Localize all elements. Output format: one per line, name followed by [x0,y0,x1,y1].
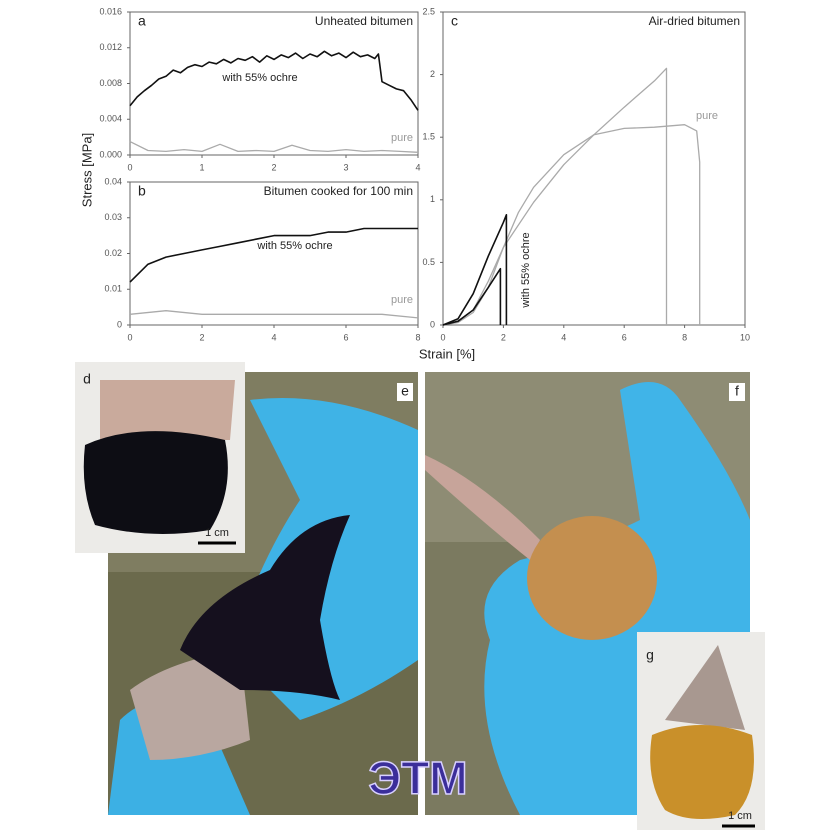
x-tick-label: 8 [415,332,420,342]
y-tick-label: 0.02 [104,248,122,258]
x-tick-label: 0 [127,332,132,342]
x-tick-label: 0 [127,162,132,172]
y-tick-label: 0 [430,319,435,329]
data-line [129,227,418,283]
data-line [129,141,419,153]
watermark: ЭТМ [368,752,467,804]
series-label: pure [391,132,413,144]
y-tick-label: 0 [117,319,122,329]
chart-title: Bitumen cooked for 100 min [264,184,413,198]
y-tick-label: 0.04 [104,176,122,186]
x-tick-label: 8 [682,332,687,342]
photo-label: e [401,383,409,399]
x-tick-label: 2 [199,332,204,342]
series-label: with 55% ochre [221,72,297,84]
chart-title: Unheated bitumen [315,14,413,28]
data-line [442,214,508,326]
y-tick-label: 0.03 [104,212,122,222]
data-line [442,124,701,326]
y-tick-label: 0.016 [99,6,122,16]
x-tick-label: 0 [440,332,445,342]
photo-g [637,632,765,830]
series-label: pure [391,294,413,306]
y-tick-label: 0.012 [99,42,122,52]
y-tick-label: 0.008 [99,78,122,88]
x-tick-label: 1 [199,162,204,172]
label-bg [729,383,745,401]
photo-d [75,362,245,553]
x-tick-label: 6 [622,332,627,342]
panel-label: a [138,13,146,29]
photo-e [108,372,418,815]
panel-label: b [138,183,146,199]
x-tick-label: 4 [415,162,420,172]
x-tick-label: 3 [343,162,348,172]
y-tick-label: 0.000 [99,149,122,159]
photo-label: f [735,383,739,399]
x-tick-label: 2 [501,332,506,342]
plot-frame [442,11,746,326]
x-tick-label: 2 [271,162,276,172]
y-tick-label: 2.5 [422,6,435,16]
plot-frame [129,181,419,326]
series-label: with 55% ochre [520,232,532,308]
y-tick-label: 0.004 [99,114,122,124]
label-bg [397,383,413,401]
scale-label: 1 cm [728,810,752,822]
y-tick-label: 0.5 [422,257,435,267]
x-tick-label: 10 [740,332,750,342]
photo-label: g [646,647,654,663]
x-tick-label: 4 [271,332,276,342]
x-tick-label: 6 [343,332,348,342]
data-line [129,310,419,319]
scale-label: 1 cm [205,527,229,539]
series-label: pure [696,110,718,122]
y-tick-label: 1.5 [422,132,435,142]
x-axis-label: Strain [%] [419,346,475,361]
chart-title: Air-dried bitumen [649,14,740,28]
y-axis-label: Stress [MPa] [79,133,94,207]
y-tick-label: 1 [430,194,435,204]
data-line [129,50,419,111]
photo-label: d [83,371,91,387]
data-line [442,267,502,326]
panel-label: c [451,13,458,29]
y-tick-label: 2 [430,69,435,79]
y-tick-label: 0.01 [104,284,122,294]
series-label: with 55% ochre [256,240,332,252]
x-tick-label: 4 [561,332,566,342]
